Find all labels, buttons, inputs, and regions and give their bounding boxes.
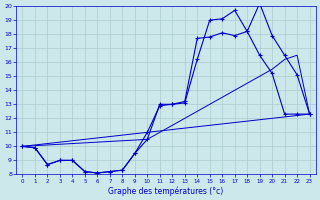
X-axis label: Graphe des températures (°c): Graphe des températures (°c) xyxy=(108,186,224,196)
